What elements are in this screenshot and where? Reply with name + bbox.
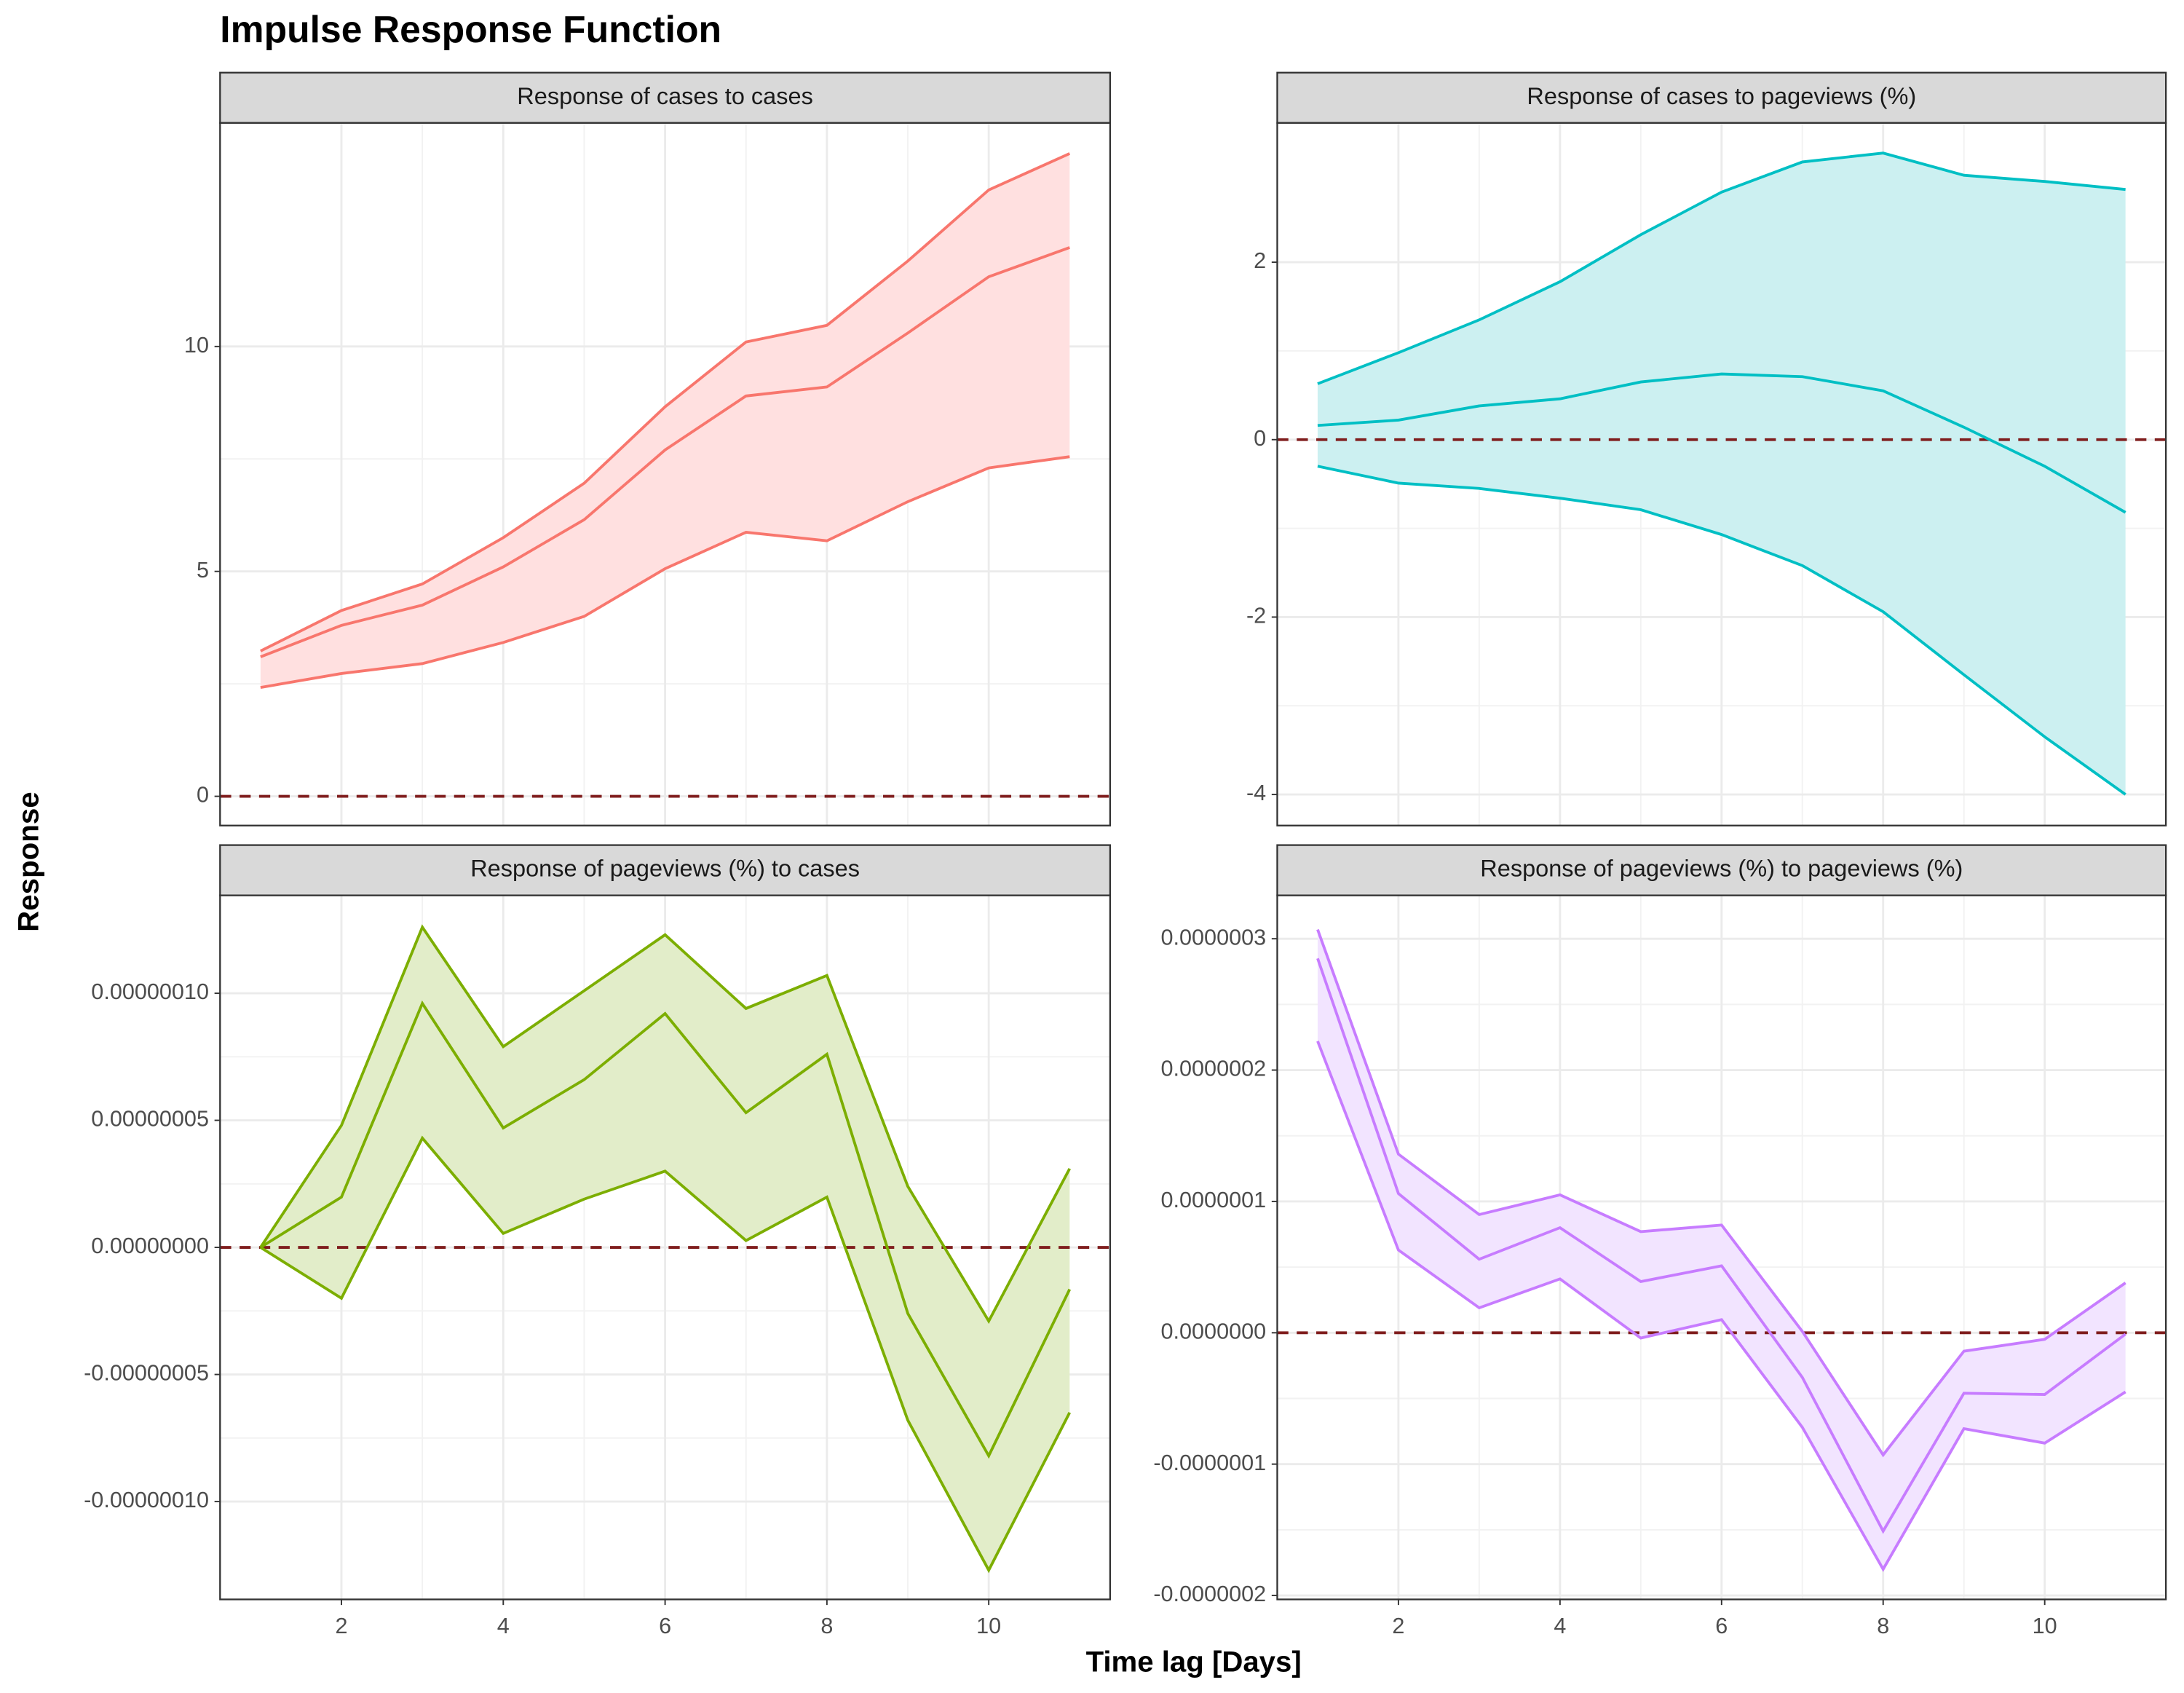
y-tick-label: -2 [1246,603,1266,628]
y-tick-label: 0 [197,783,209,808]
x-tick-label: 6 [659,1614,671,1638]
chart-title: Impulse Response Function [220,8,721,50]
panel-border [219,122,1112,826]
upper-bound-line [1316,928,2126,1458]
y-tick-label: 5 [197,558,209,583]
y-tick-label: 0.0000002 [1161,1057,1267,1081]
x-tick-label: 2 [335,1614,347,1638]
panel-title: Response of pageviews (%) to pageviews (… [1480,856,1963,882]
x-tick-label: 8 [1877,1614,1889,1638]
lower-bound-line [1317,465,2126,796]
response-line [1317,372,2126,514]
lower-bound-line [1316,1041,2126,1572]
confidence-band [260,927,1070,1571]
x-tick-label: 10 [2033,1614,2057,1638]
y-tick-label: -4 [1246,781,1266,805]
y-tick-label: 0.0000001 [1161,1188,1267,1212]
panel-title: Response of pageviews (%) to cases [470,856,860,882]
confidence-band [1317,153,2126,795]
lower-bound-line [260,455,1070,689]
y-axis-label: Response [12,792,45,931]
x-tick-label: 6 [1715,1614,1728,1638]
x-tick-label: 4 [1554,1614,1566,1638]
y-tick-label: -0.0000002 [1153,1582,1266,1606]
strip [1276,844,2167,896]
y-tick-label: 2 [1254,248,1266,273]
upper-bound-line [1317,151,2126,385]
x-tick-label: 10 [976,1614,1001,1638]
response-line [1316,958,2126,1534]
upper-bound-line [260,152,1071,652]
response-line [259,1000,1072,1459]
panel-border [1276,122,2167,826]
y-tick-label: -0.00000010 [84,1488,209,1512]
panel-border [1276,894,2167,1601]
x-axis-label: Time lag [Days] [1086,1645,1302,1678]
y-tick-label: -0.00000005 [84,1361,209,1386]
strip [219,844,1112,896]
confidence-band [1317,929,2126,1569]
x-tick-label: 8 [820,1614,833,1638]
y-tick-label: 10 [184,333,209,358]
panel-title: Response of cases to cases [517,83,813,109]
y-tick-label: 0.00000010 [91,979,209,1004]
y-tick-label: -0.0000001 [1153,1451,1266,1475]
strip [219,71,1112,124]
y-tick-label: 0 [1254,426,1266,451]
x-tick-label: 2 [1392,1614,1404,1638]
x-tick-label: 4 [497,1614,510,1638]
y-tick-label: 0.0000000 [1161,1319,1267,1343]
y-tick-label: 0.00000000 [91,1234,209,1258]
y-tick-label: 0.0000003 [1161,925,1267,950]
panel-border [219,894,1112,1601]
confidence-band [260,153,1070,688]
lower-bound-line [259,1135,1072,1574]
panel-title: Response of cases to pageviews (%) [1527,83,1916,109]
response-line [260,246,1070,658]
y-tick-label: 0.00000005 [91,1107,209,1132]
upper-bound-line [259,924,1071,1325]
